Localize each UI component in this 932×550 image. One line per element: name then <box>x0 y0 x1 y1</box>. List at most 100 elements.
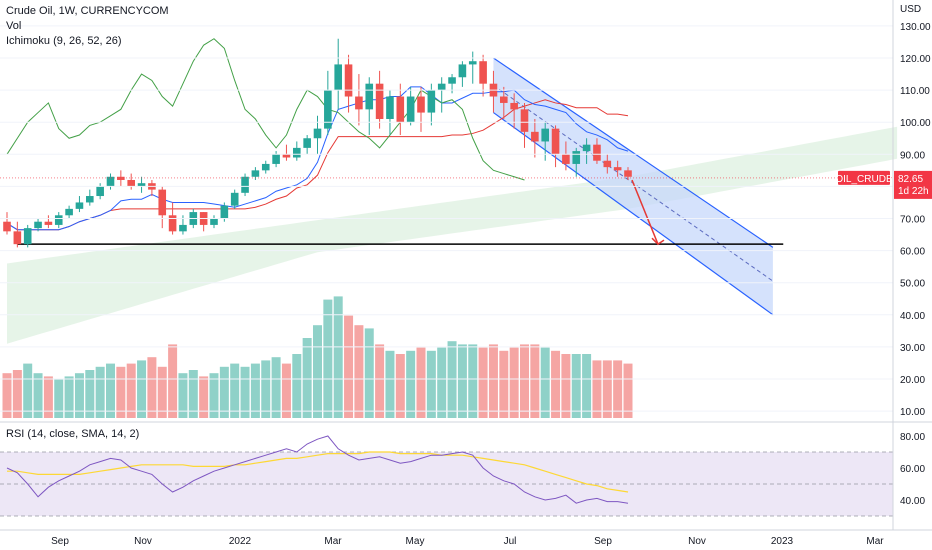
candle-body <box>282 154 291 158</box>
candle-body <box>168 215 177 232</box>
candle <box>582 138 591 164</box>
candle-body <box>251 170 260 177</box>
volume-bar <box>43 376 53 418</box>
volume-bar <box>64 376 74 418</box>
candle-body <box>324 90 332 129</box>
candle <box>551 125 560 168</box>
price-tick-label: 60.00 <box>900 247 925 258</box>
candle <box>375 70 384 129</box>
candle <box>406 86 415 126</box>
volume-bar <box>188 370 198 418</box>
candle <box>386 90 394 136</box>
time-tick-label: Mar <box>866 536 884 547</box>
candle-body <box>179 224 187 232</box>
volume-bar <box>364 328 374 418</box>
volume-bar <box>447 341 457 418</box>
time-tick-label: Jul <box>504 536 517 547</box>
volume-bar <box>499 350 509 418</box>
volume-bar <box>219 366 229 418</box>
rsi-ma-line <box>7 451 629 493</box>
candle <box>313 115 322 155</box>
volume-bar <box>426 350 436 418</box>
candle <box>510 93 518 129</box>
currency-label: USD <box>900 4 921 15</box>
candle-body <box>479 61 487 84</box>
candle-body <box>551 128 560 155</box>
candle <box>241 173 249 197</box>
candle-body <box>510 102 518 110</box>
price-tick-label: 100.00 <box>900 118 931 129</box>
candle <box>603 154 612 174</box>
volume-bar <box>250 363 260 418</box>
candle-body <box>355 96 363 110</box>
candle-body <box>572 151 581 164</box>
volume-bar <box>540 347 550 418</box>
legend: Crude Oil, 1W, CURRENCYCOM Vol Ichimoku … <box>6 4 169 49</box>
candle-body <box>137 183 146 187</box>
price-pane[interactable] <box>0 38 898 418</box>
candle-body <box>468 61 477 65</box>
volume-bar <box>395 354 405 418</box>
rsi-tick-label: 60.00 <box>900 464 925 475</box>
candle-body <box>127 179 135 187</box>
time-tick-label: 2022 <box>229 536 252 547</box>
volume-bar <box>85 370 95 418</box>
candle <box>324 70 332 136</box>
volume-bar <box>488 344 498 418</box>
candle-body <box>13 231 22 245</box>
candle <box>396 83 405 136</box>
volume-bar <box>2 373 12 418</box>
candle <box>468 51 477 84</box>
candle <box>562 141 570 171</box>
rsi-pane[interactable] <box>0 435 893 517</box>
candle-body <box>386 96 394 119</box>
price-tick-label: 40.00 <box>900 311 925 322</box>
candle-body <box>241 176 249 193</box>
candle <box>355 74 363 126</box>
volume-bar <box>582 354 592 418</box>
price-badge <box>894 170 932 199</box>
time-tick-label: Nov <box>688 536 706 547</box>
volume-bar <box>313 325 322 418</box>
candle <box>230 189 239 209</box>
candle <box>272 151 280 168</box>
volume-bar <box>106 363 115 418</box>
candle-body <box>44 221 53 225</box>
candle-body <box>417 96 425 113</box>
price-tick-label: 30.00 <box>900 343 925 354</box>
channel-lower <box>493 112 774 316</box>
volume-bar <box>271 357 281 418</box>
price-tick-label: 70.00 <box>900 215 925 226</box>
candle-body <box>406 96 415 123</box>
volume-bar <box>54 379 64 418</box>
volume-bar <box>520 344 529 418</box>
candle-body <box>531 131 539 142</box>
volume-bar <box>551 350 561 418</box>
candle <box>44 215 53 229</box>
rsi-line <box>6 435 629 504</box>
volume-bar <box>178 373 188 418</box>
candle-body <box>603 160 612 168</box>
candle <box>34 218 42 232</box>
candle <box>303 135 311 155</box>
symbol-title: Crude Oil, 1W, CURRENCYCOM <box>6 5 169 17</box>
volume-bar <box>561 354 571 418</box>
volume-bar <box>230 363 240 418</box>
volume-bar <box>571 354 581 418</box>
volume-bar <box>509 347 519 418</box>
volume-bar <box>416 347 426 418</box>
volume-bar <box>613 360 623 418</box>
volume-bar <box>33 373 43 418</box>
volume-bar <box>23 363 33 418</box>
candle-body <box>313 128 322 139</box>
candle-body <box>23 228 32 245</box>
candle <box>613 160 622 177</box>
candle <box>148 179 156 197</box>
volume-bar <box>147 357 157 418</box>
candle <box>479 54 487 97</box>
tenkan-line <box>6 86 629 231</box>
volume-bar <box>137 360 147 418</box>
candle <box>117 170 125 187</box>
